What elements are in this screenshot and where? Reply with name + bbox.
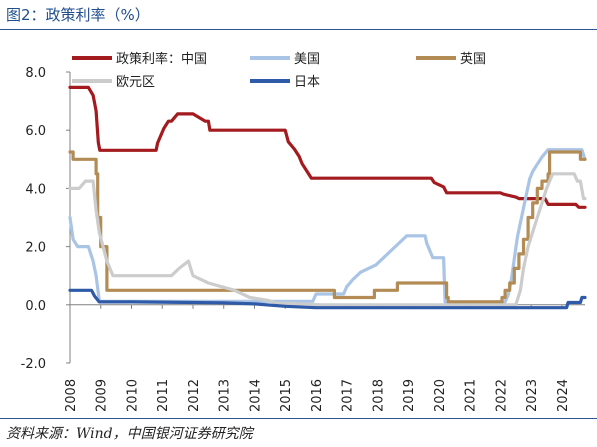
series-line-日本: [68, 288, 587, 310]
x-tick-label: 2020: [433, 379, 448, 412]
y-tick-label: 4.0: [25, 182, 46, 197]
x-tick-label: 2013: [218, 379, 233, 412]
x-tick-label: 2024: [556, 379, 571, 412]
legend-label: 美国: [294, 52, 320, 67]
y-tick-label: 6.0: [25, 124, 46, 139]
x-tick-label: 2023: [525, 379, 540, 412]
x-tick-label: 2009: [95, 379, 110, 412]
x-tick-label: 2018: [371, 379, 386, 412]
legend-label: 日本: [294, 75, 320, 90]
series-line-欧元区: [68, 172, 587, 307]
y-tick-label: -2.0: [21, 357, 46, 372]
x-tick-label: 2017: [341, 379, 356, 412]
x-tick-label: 2008: [64, 379, 79, 412]
source-note: 资料来源：Wind，中国银河证券研究院: [6, 426, 253, 442]
legend-label: 欧元区: [116, 75, 155, 90]
series-line-美国: [68, 148, 587, 304]
series-line-政策利率：中国: [68, 85, 587, 209]
chart-title: 图2：政策利率（%）: [6, 6, 150, 24]
x-tick-label: 2015: [279, 379, 294, 412]
x-tick-label: 2019: [402, 379, 417, 412]
x-tick-label: 2014: [248, 379, 263, 412]
x-tick-label: 2011: [156, 379, 171, 412]
x-tick-label: 2010: [125, 379, 140, 412]
y-tick-label: 0.0: [25, 299, 46, 314]
series-line-英国: [68, 150, 587, 304]
header-rule: [0, 29, 597, 30]
legend-label: 英国: [460, 52, 486, 67]
x-tick-label: 2012: [187, 379, 202, 412]
legend-label: 政策利率：中国: [116, 51, 207, 67]
y-tick-label: 2.0: [25, 241, 46, 256]
x-tick-label: 2016: [310, 379, 325, 412]
x-tick-label: 2022: [494, 379, 509, 412]
footer-rule: [0, 418, 597, 419]
y-tick-label: 8.0: [25, 66, 46, 81]
x-tick-label: 2021: [464, 379, 479, 412]
